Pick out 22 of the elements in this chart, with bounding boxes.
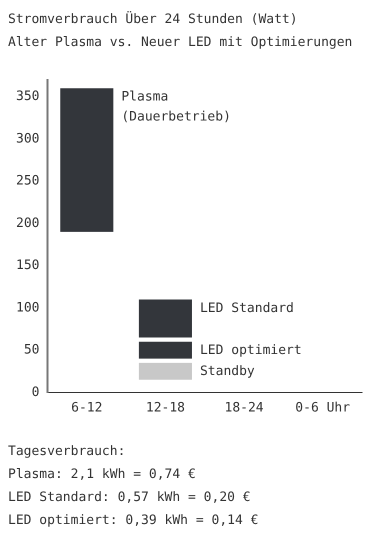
x-tick-label: 18-24 (224, 400, 264, 416)
y-tick-label: 150 (16, 258, 40, 274)
series-label: Standby (200, 364, 255, 380)
series-label: LED Standard (200, 300, 294, 316)
series-label: Plasma (Dauerbetrieb) (121, 90, 231, 125)
text: LED Standard: 0,57 kWh = 0,20 € (8, 489, 252, 507)
text: LED optimiert: 0,39 kWh = 0,14 € (8, 512, 260, 530)
x-tick-label: 12-18 (146, 400, 185, 416)
y-tick-label: 0 (32, 384, 40, 400)
chart-subtitle: Alter Plasma vs. Neuer LED mit Optimierungen (8, 34, 354, 52)
series-label: LED optimiert (200, 343, 302, 358)
y-tick-label: 350 (16, 89, 40, 104)
x-tick-label: 0-6 Uhr (295, 400, 350, 416)
chart-title: Stromverbrauch Über 24 Stunden (Watt) (8, 10, 299, 29)
y-tick-label: 100 (16, 300, 40, 316)
y-tick-label: 250 (16, 174, 40, 189)
y-tick-label: 50 (24, 342, 40, 358)
y-tick-label: 200 (16, 216, 40, 231)
y-tick-label: 300 (16, 131, 40, 146)
text: Plasma: 2,1 kWh = 0,74 € (8, 466, 197, 484)
x-tick-label: 6-12 (71, 400, 102, 416)
text: Tagesverbrauch: (8, 443, 126, 461)
